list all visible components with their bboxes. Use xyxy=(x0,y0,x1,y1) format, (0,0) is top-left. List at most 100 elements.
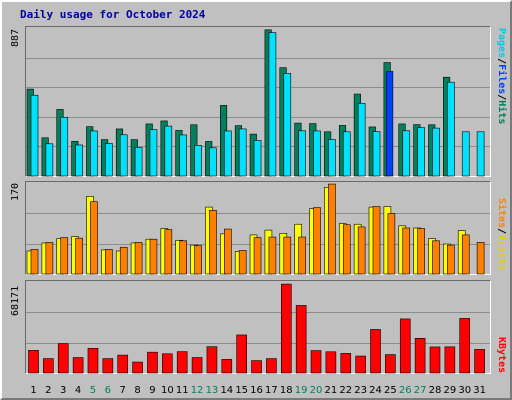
kbytes-bar xyxy=(87,348,99,374)
pages-bar xyxy=(372,131,381,177)
kbytes-bar xyxy=(57,343,69,374)
pages-bar xyxy=(298,130,306,177)
day-label: 24 xyxy=(369,385,382,396)
chart-title: Daily usage for October 2024 xyxy=(20,8,206,21)
day-label: 2 xyxy=(45,385,51,396)
sites-bar xyxy=(283,236,292,275)
sites-bar xyxy=(179,240,187,275)
day-label: 28 xyxy=(429,385,442,396)
sites-bar xyxy=(268,236,277,275)
pages-bar xyxy=(194,144,202,177)
pages-bar xyxy=(164,125,173,177)
day-label: 20 xyxy=(310,385,323,396)
kbytes-bar xyxy=(414,337,426,374)
files-bar xyxy=(386,71,394,177)
sites-bar xyxy=(387,213,396,275)
kbytes-bar xyxy=(176,351,188,374)
pages-bar xyxy=(75,144,83,177)
kbytes-bar xyxy=(444,346,456,374)
kbytes-bar xyxy=(459,318,471,374)
pages-bar xyxy=(328,139,336,177)
kbytes-bar xyxy=(280,283,292,374)
kbytes-bar xyxy=(132,361,143,374)
kbytes-bar xyxy=(385,354,396,374)
pages-bar xyxy=(461,131,470,177)
pages-bar xyxy=(60,116,69,177)
sites-bar xyxy=(313,207,321,275)
kbytes-bar xyxy=(117,354,129,374)
pages-bar xyxy=(447,81,455,177)
day-label: 12 xyxy=(191,385,204,396)
sites-bar xyxy=(402,227,411,275)
pages-bar xyxy=(342,131,351,177)
kbytes-bar xyxy=(72,357,84,374)
kbytes-bar xyxy=(162,353,173,374)
sites-bar xyxy=(75,237,83,275)
sites-bar xyxy=(357,226,366,275)
day-label: 5 xyxy=(90,385,96,396)
kbytes-bar xyxy=(399,318,411,374)
day-label: 3 xyxy=(60,385,66,396)
sites-bar xyxy=(476,242,485,275)
pages-bar xyxy=(30,94,39,177)
kbytes-bar xyxy=(474,349,485,374)
kbytes-bar xyxy=(325,351,337,374)
day-label: 23 xyxy=(354,385,367,396)
day-label: 10 xyxy=(161,385,174,396)
kbytes-bar xyxy=(147,351,158,374)
sites-bar xyxy=(417,228,425,275)
kbytes-bar xyxy=(310,350,322,374)
sites-bar xyxy=(30,249,39,275)
day-label: 14 xyxy=(220,385,233,396)
sites-bar xyxy=(447,244,455,275)
sites-bar xyxy=(461,234,470,275)
pages-bar xyxy=(179,134,187,177)
pages-bar xyxy=(283,73,292,177)
pages-bar xyxy=(476,131,485,177)
kbytes-bar xyxy=(355,355,366,374)
kbytes-bar xyxy=(28,350,39,374)
day-label: 31 xyxy=(473,385,486,396)
day-label: 11 xyxy=(176,385,189,396)
pages-bar xyxy=(268,32,277,177)
sites-bar xyxy=(209,210,217,275)
day-label: 19 xyxy=(295,385,308,396)
day-label: 17 xyxy=(265,385,278,396)
pages-bar xyxy=(238,128,247,177)
pages-bar xyxy=(149,129,158,177)
day-label: 4 xyxy=(75,385,81,396)
kbytes-bar xyxy=(251,360,262,374)
day-label: 16 xyxy=(250,385,263,396)
pages-bar xyxy=(134,147,143,177)
kbytes-bar xyxy=(221,359,233,374)
day-label: 26 xyxy=(399,385,412,396)
sites-bar xyxy=(372,206,381,275)
sites-bar xyxy=(328,183,336,275)
day-label: 8 xyxy=(134,385,140,396)
pages-bar xyxy=(313,130,321,177)
sites-bar xyxy=(342,224,351,275)
day-label: 6 xyxy=(105,385,111,396)
sites-bar xyxy=(194,245,202,275)
pages-bar xyxy=(119,134,128,177)
pages-bar xyxy=(105,143,113,177)
kbytes-bar xyxy=(340,353,352,374)
pages-bar xyxy=(357,103,366,177)
day-label: 13 xyxy=(206,385,219,396)
sites-bar xyxy=(164,229,173,275)
day-label: 15 xyxy=(235,385,248,396)
day-label: 9 xyxy=(149,385,155,396)
day-label: 29 xyxy=(443,385,456,396)
kbytes-bar xyxy=(206,346,218,374)
day-label: 7 xyxy=(120,385,126,396)
day-label: 18 xyxy=(280,385,293,396)
pages-bar xyxy=(417,127,425,177)
kbytes-bar xyxy=(43,358,54,374)
pages-bar xyxy=(209,147,217,177)
kbytes-bar xyxy=(102,358,114,374)
pages-bar xyxy=(45,143,54,177)
sites-bar xyxy=(119,246,128,275)
sites-bar xyxy=(60,237,69,275)
kbytes-bar xyxy=(266,358,277,374)
day-label: 22 xyxy=(339,385,352,396)
